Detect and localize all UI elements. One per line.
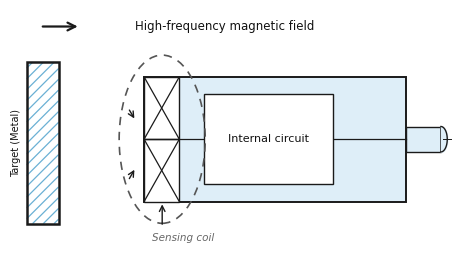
Text: Internal circuit: Internal circuit xyxy=(228,134,309,144)
Text: High-frequency magnetic field: High-frequency magnetic field xyxy=(135,20,314,33)
Bar xyxy=(406,126,441,152)
Bar xyxy=(27,62,58,224)
Text: Target (Metal): Target (Metal) xyxy=(11,109,21,177)
Bar xyxy=(144,77,406,201)
Text: Sensing coil: Sensing coil xyxy=(152,233,214,243)
Bar xyxy=(144,139,179,201)
Bar xyxy=(144,77,179,139)
Bar xyxy=(204,94,333,184)
Bar xyxy=(144,77,179,139)
Bar xyxy=(144,139,179,201)
Bar xyxy=(27,62,58,224)
